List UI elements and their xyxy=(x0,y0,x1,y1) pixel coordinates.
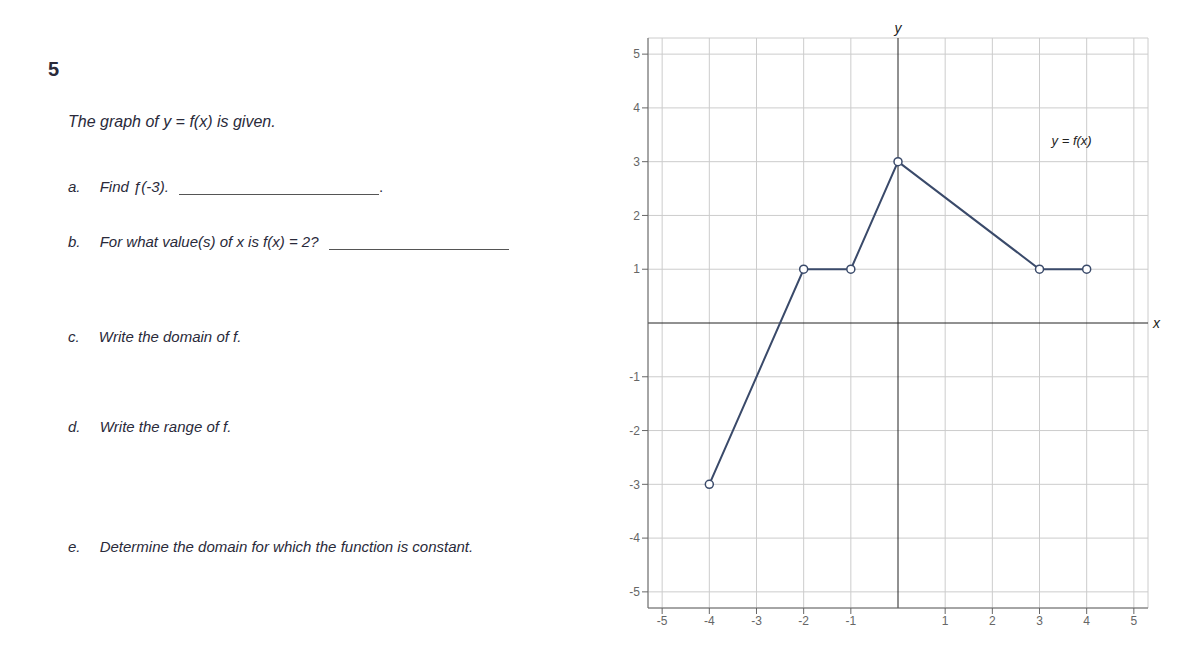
svg-text:4: 4 xyxy=(1083,614,1090,628)
svg-text:-3: -3 xyxy=(751,614,762,628)
svg-text:1: 1 xyxy=(633,262,640,276)
html-text:a. Find ƒ(-3).: a. Find ƒ(-3). xyxy=(68,178,169,195)
svg-text:3: 3 xyxy=(633,155,640,169)
svg-text:-1: -1 xyxy=(629,370,640,384)
html-text:d. Write the range of f.: d. Write the range of f. xyxy=(68,418,232,435)
svg-text:2: 2 xyxy=(633,209,640,223)
html-text:The graph of y = f(x) is given: The graph of y = f(x) is given. xyxy=(68,113,276,130)
svg-text:-5: -5 xyxy=(657,614,668,628)
svg-text:-2: -2 xyxy=(798,614,809,628)
svg-text:4: 4 xyxy=(633,101,640,115)
svg-text:y = f(x): y = f(x) xyxy=(1051,133,1092,148)
svg-text:x: x xyxy=(1152,315,1161,331)
html-text:5: 5 xyxy=(48,58,60,80)
svg-text:y: y xyxy=(894,20,903,36)
svg-text:-2: -2 xyxy=(629,424,640,438)
svg-text:-5: -5 xyxy=(629,585,640,599)
svg-text:5: 5 xyxy=(633,47,640,61)
svg-text:5: 5 xyxy=(1131,614,1138,628)
svg-text:3: 3 xyxy=(1036,614,1043,628)
svg-text:2: 2 xyxy=(989,614,996,628)
svg-text:-1: -1 xyxy=(845,614,856,628)
svg-text:-3: -3 xyxy=(629,478,640,492)
svg-text:1: 1 xyxy=(942,614,949,628)
html-text:b. For what value(s) of x is f: b. For what value(s) of x is f(x) = 2? xyxy=(68,233,319,250)
svg-text:-4: -4 xyxy=(629,531,640,545)
svg-text:-4: -4 xyxy=(704,614,715,628)
html-text:c. Write the domain of f.: c. Write the domain of f. xyxy=(68,328,242,345)
html-text:e. Determine the domain for wh: e. Determine the domain for which the fu… xyxy=(68,538,474,555)
